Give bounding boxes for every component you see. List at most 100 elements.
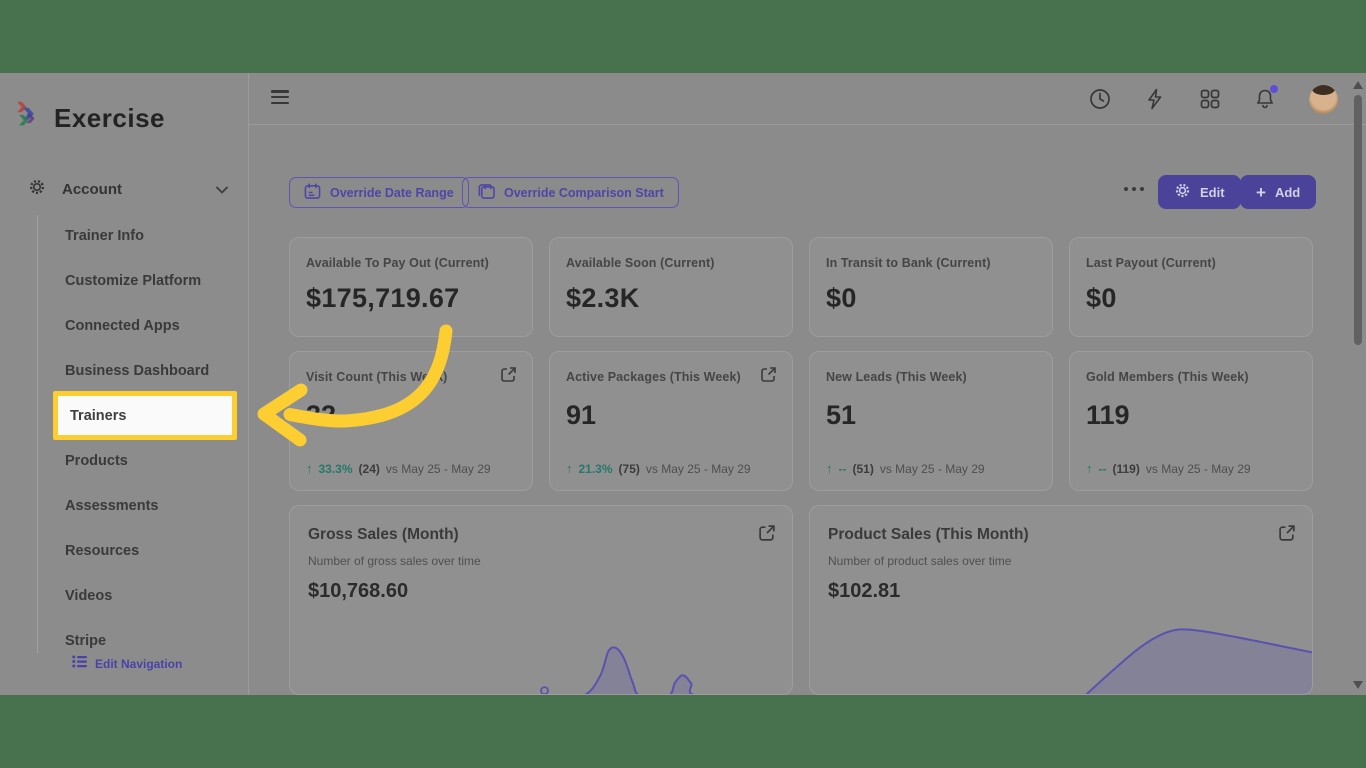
apps-grid-icon[interactable] (1199, 88, 1221, 110)
logo[interactable]: Exercise (16, 101, 165, 136)
card-title: Available Soon (Current) (566, 256, 715, 270)
override-date-range-label: Override Date Range (330, 185, 454, 200)
lightning-icon[interactable] (1144, 88, 1166, 110)
calendar-compare-icon (477, 183, 495, 203)
sidebar-item-resources[interactable]: Resources (65, 542, 140, 559)
delta-count: (24) (358, 462, 380, 476)
external-link-icon[interactable] (500, 366, 518, 384)
card-value: $0 (826, 283, 857, 313)
external-link-icon[interactable] (758, 524, 776, 542)
gross-sales-sparkline-chart (540, 646, 695, 694)
hamburger-menu-icon[interactable] (271, 90, 289, 104)
account-label: Account (62, 181, 122, 198)
stat-card-last-payout: Last Payout (Current) $0 (1069, 237, 1313, 337)
scroll-up-arrow-icon[interactable] (1353, 81, 1363, 89)
card-value: 91 (566, 400, 597, 430)
more-options-icon[interactable] (1124, 187, 1144, 191)
chart-subtitle: Number of gross sales over time (308, 554, 481, 568)
week-card-active-packages: Active Packages (This Week) 91 ↑ 21.3% (… (549, 351, 793, 491)
scrollbar-thumb[interactable] (1354, 95, 1362, 345)
up-arrow-icon: ↑ (826, 461, 833, 476)
edit-navigation-label: Edit Navigation (95, 657, 183, 671)
stat-card-in-transit: In Transit to Bank (Current) $0 (809, 237, 1053, 337)
up-arrow-icon: ↑ (566, 461, 573, 476)
notifications-bell-icon[interactable] (1254, 85, 1278, 110)
delta-percent: 21.3% (578, 462, 613, 476)
override-comparison-start-button[interactable]: Override Comparison Start (462, 177, 679, 208)
notification-dot (1270, 85, 1278, 93)
vertical-scrollbar[interactable] (1350, 73, 1366, 695)
up-arrow-icon: ↑ (306, 461, 313, 476)
card-title: Visit Count (This Week) (306, 370, 448, 384)
external-link-icon[interactable] (1278, 524, 1296, 542)
delta-row: ↑ -- (51) vs May 25 - May 29 (826, 461, 985, 476)
card-title: In Transit to Bank (Current) (826, 256, 991, 270)
week-card-visit-count: Visit Count (This Week) 32 ↑ 33.3% (24) … (289, 351, 533, 491)
sidebar-item-account[interactable]: Account (28, 178, 228, 201)
card-title: New Leads (This Week) (826, 370, 967, 384)
card-title: Last Payout (Current) (1086, 256, 1216, 270)
delta-count: (51) (852, 462, 874, 476)
delta-row: ↑ -- (119) vs May 25 - May 29 (1086, 461, 1251, 476)
override-comparison-start-label: Override Comparison Start (504, 185, 664, 200)
add-button[interactable]: + Add (1240, 175, 1317, 209)
override-date-range-button[interactable]: Override Date Range (289, 177, 469, 208)
chart-title: Gross Sales (Month) (308, 526, 459, 543)
chart-subtitle: Number of product sales over time (828, 554, 1012, 568)
sidebar-item-business-dashboard[interactable]: Business Dashboard (65, 362, 210, 379)
chart-value: $10,768.60 (308, 580, 409, 602)
sidebar-item-products[interactable]: Products (65, 452, 128, 469)
week-card-gold-members: Gold Members (This Week) 119 ↑ -- (119) … (1069, 351, 1313, 491)
sidebar-item-assessments[interactable]: Assessments (65, 497, 159, 514)
gear-icon (28, 178, 46, 201)
card-value: $175,719.67 (306, 283, 460, 313)
delta-percent: 33.3% (318, 462, 353, 476)
topbar (249, 73, 1366, 125)
chevron-down-icon (216, 181, 228, 199)
comparison-range: vs May 25 - May 29 (1145, 462, 1251, 476)
sidebar-nav-list: Trainer Info Customize Platform Connecte… (53, 213, 241, 663)
plus-icon: + (1256, 182, 1266, 202)
stat-card-available-to-pay-out: Available To Pay Out (Current) $175,719.… (289, 237, 533, 337)
chart-value: $102.81 (828, 580, 901, 602)
chart-card-product-sales: Product Sales (This Month) Number of pro… (809, 505, 1313, 695)
edit-navigation-button[interactable]: Edit Navigation (72, 655, 182, 673)
add-button-label: Add (1274, 184, 1301, 200)
sidebar-item-connected-apps[interactable]: Connected Apps (65, 317, 180, 334)
chart-title: Product Sales (This Month) (828, 526, 1029, 543)
card-title: Available To Pay Out (Current) (306, 256, 489, 270)
gear-icon (1174, 182, 1191, 202)
topbar-icons (1089, 73, 1338, 125)
calendar-icon (304, 182, 321, 203)
scroll-down-arrow-icon[interactable] (1353, 681, 1363, 689)
top-frame-bar (0, 0, 1366, 73)
external-link-icon[interactable] (760, 366, 778, 384)
card-value: 119 (1086, 400, 1130, 430)
sidebar-item-trainers[interactable]: Trainers (53, 391, 237, 440)
card-value: $0 (1086, 283, 1117, 313)
sidebar: Exercise Account Trainer Info Customize … (0, 73, 249, 695)
edit-button-label: Edit (1200, 184, 1225, 200)
delta-count: (119) (1112, 462, 1140, 476)
card-title: Gold Members (This Week) (1086, 370, 1249, 384)
edit-button[interactable]: Edit (1158, 175, 1241, 209)
chart-card-gross-sales: Gross Sales (Month) Number of gross sale… (289, 505, 793, 695)
comparison-range: vs May 25 - May 29 (879, 462, 985, 476)
delta-row: ↑ 33.3% (24) vs May 25 - May 29 (306, 461, 491, 476)
user-avatar[interactable] (1309, 84, 1338, 114)
sidebar-item-trainer-info[interactable]: Trainer Info (65, 227, 144, 244)
sidebar-item-customize-platform[interactable]: Customize Platform (65, 272, 202, 289)
delta-percent: -- (838, 462, 847, 476)
sidebar-item-stripe[interactable]: Stripe (65, 632, 107, 649)
product-sales-sparkline-chart (1085, 628, 1312, 694)
history-clock-icon[interactable] (1089, 88, 1111, 110)
card-title: Active Packages (This Week) (566, 370, 741, 384)
card-value: 32 (306, 400, 337, 430)
card-value: 51 (826, 400, 857, 430)
card-value: $2.3K (566, 283, 640, 313)
comparison-range: vs May 25 - May 29 (645, 462, 751, 476)
sidebar-item-videos[interactable]: Videos (65, 587, 113, 604)
week-card-new-leads: New Leads (This Week) 51 ↑ -- (51) vs Ma… (809, 351, 1053, 491)
delta-row: ↑ 21.3% (75) vs May 25 - May 29 (566, 461, 751, 476)
